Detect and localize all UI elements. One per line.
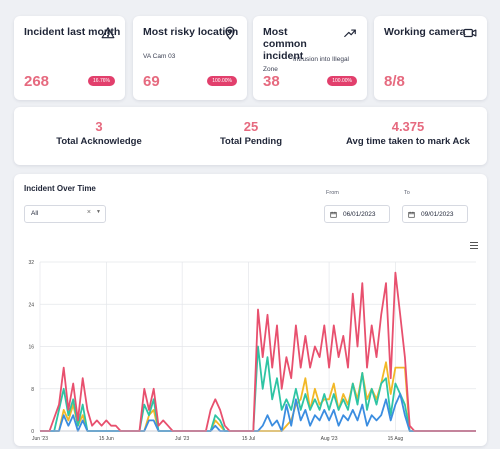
chart-axes: 0 8 16 24 32 Jun '23 15 Jun Jul '23 15 Jul Aug '2… (28, 260, 476, 442)
x-tick-label: Jun '23 (32, 436, 48, 442)
trending-up-icon (344, 29, 356, 38)
incident-chart-card: Incident Over Time All × ▼ From 06/01/20… (14, 174, 487, 446)
kpi-title: Most risky location (143, 26, 239, 38)
kpi-card-common-incident: Most common incident Intrusion into Ille… (253, 16, 367, 100)
clear-icon[interactable]: × (86, 209, 91, 216)
kpi-value: 8/8 (384, 73, 405, 90)
filter-select-value: All (31, 210, 39, 217)
x-tick-label: 15 Jun (99, 436, 114, 442)
to-date-input[interactable]: 09/01/2023 (402, 205, 468, 223)
summary-card: 3 Total Acknowledge 25 Total Pending 4.3… (14, 107, 487, 165)
y-tick-label: 24 (28, 302, 34, 308)
summary-value: 4.375 (391, 119, 425, 134)
from-label: From (326, 190, 339, 196)
kpi-subtitle: VA Cam 03 (143, 53, 176, 60)
chart-menu-icon[interactable] (470, 242, 478, 249)
summary-value: 3 (95, 119, 103, 134)
chevron-down-icon[interactable]: ▼ (96, 209, 101, 215)
series-line-0 (40, 271, 476, 432)
x-tick-label: Aug '23 (321, 436, 338, 442)
kpi-title: Working camera (384, 26, 466, 38)
to-date-value: 09/01/2023 (421, 211, 454, 218)
y-tick-label: 32 (28, 260, 34, 266)
y-tick-label: 8 (31, 387, 34, 393)
calendar-icon (330, 211, 337, 218)
summary-label: Total Acknowledge (56, 136, 142, 147)
kpi-card-risky-location: Most risky location VA Cam 03 69 100.00% (133, 16, 247, 100)
kpi-card-working-camera: Working camera 8/8 (374, 16, 487, 100)
kpi-subtitle-line2: Zone (263, 66, 278, 73)
x-tick-label: 15 Jul (242, 436, 255, 442)
y-tick-label: 16 (28, 345, 34, 351)
kpi-title: Incident last month (24, 26, 121, 38)
kpi-value: 268 (24, 73, 50, 90)
summary-pending: 25 Total Pending (181, 119, 321, 147)
alert-triangle-icon (101, 27, 115, 39)
kpi-subtitle: Intrusion into Illegal (293, 56, 350, 63)
kpi-card-incidents: Incident last month 268 16.76% (14, 16, 125, 100)
filter-select[interactable]: All × ▼ (24, 205, 106, 223)
kpi-value: 38 (263, 73, 280, 90)
chart-title: Incident Over Time (24, 184, 96, 193)
kpi-title: Most common incident (263, 26, 307, 62)
to-label: To (404, 190, 410, 196)
calendar-icon (408, 211, 415, 218)
kpi-value: 69 (143, 73, 160, 90)
summary-value: 25 (243, 119, 259, 134)
incident-line-chart: 0 8 16 24 32 Jun '23 15 Jun Jul '23 15 Jul Aug '2… (28, 260, 476, 442)
x-tick-label: Jul '23 (175, 436, 190, 442)
y-tick-label: 0 (31, 429, 34, 435)
chart-series (40, 271, 476, 432)
video-camera-icon (463, 28, 477, 38)
from-date-value: 06/01/2023 (343, 211, 376, 218)
percent-badge: 16.76% (88, 76, 115, 86)
percent-badge: 100.00% (207, 76, 237, 86)
x-tick-label: 15 Aug (388, 436, 404, 442)
summary-label: Total Pending (219, 136, 283, 147)
percent-badge: 100.00% (327, 76, 357, 86)
from-date-input[interactable]: 06/01/2023 (324, 205, 390, 223)
summary-label: Avg time taken to mark Ack (346, 136, 470, 147)
summary-acknowledge: 3 Total Acknowledge (29, 119, 169, 147)
summary-avg-time: 4.375 Avg time taken to mark Ack (338, 119, 478, 147)
map-pin-icon (225, 26, 235, 40)
